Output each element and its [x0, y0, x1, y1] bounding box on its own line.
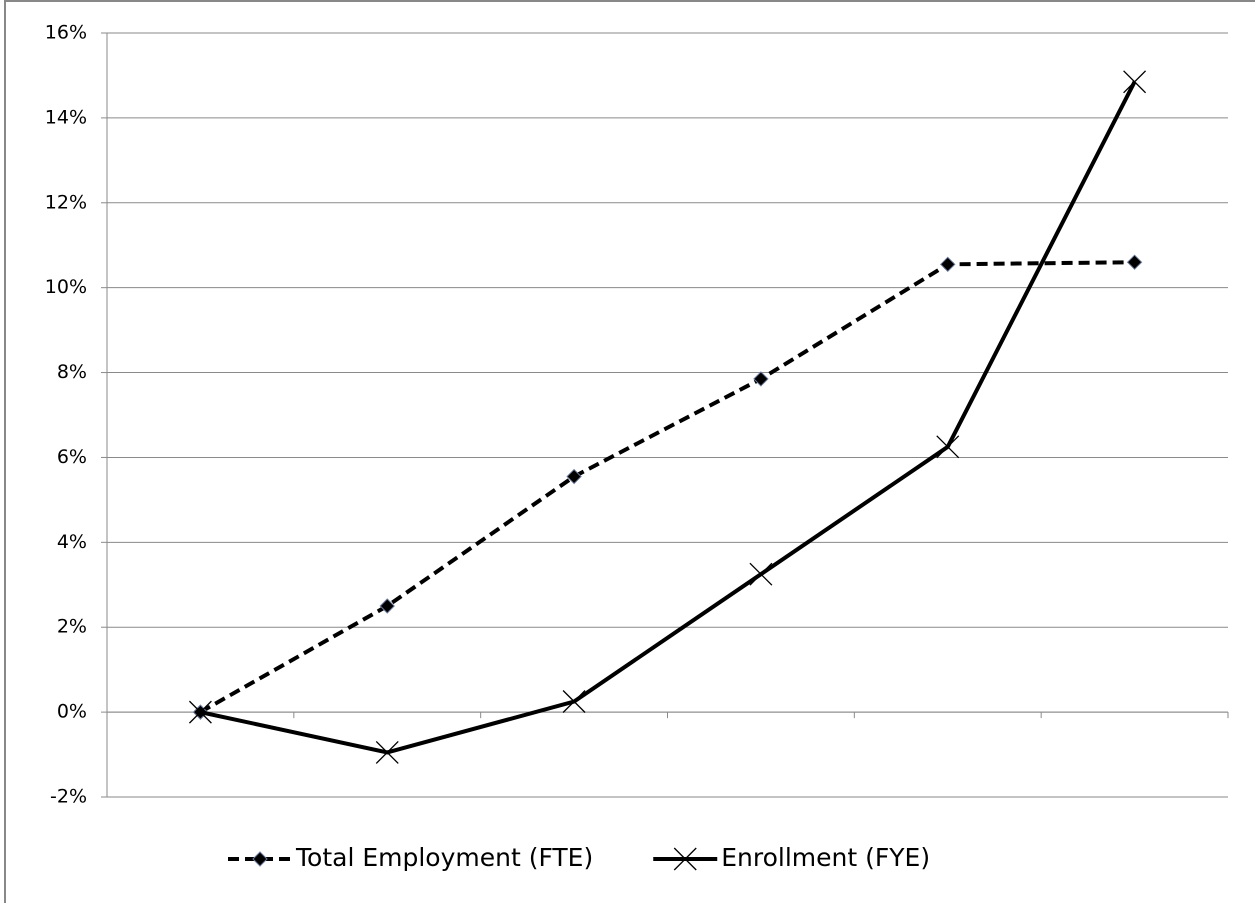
y-tick-label: 16% — [45, 22, 87, 44]
chart-frame — [4, 0, 1255, 903]
data-point — [566, 468, 582, 485]
data-point — [375, 740, 399, 764]
legend-marker — [252, 851, 268, 867]
y-tick-label: 2% — [57, 616, 87, 638]
series-line — [199, 80, 1137, 755]
data-point — [1123, 70, 1147, 94]
y-tick-label: 6% — [57, 446, 87, 468]
legend-label: Total Employment (FTE) — [295, 843, 593, 872]
data-point — [188, 700, 212, 724]
legend-marker — [673, 847, 697, 871]
y-tick-label: 12% — [45, 191, 87, 213]
data-point — [1126, 254, 1143, 270]
y-tick-label: 14% — [45, 106, 87, 128]
y-tick-label: 10% — [45, 276, 87, 298]
series-line — [199, 260, 1135, 714]
data-point — [940, 256, 956, 273]
y-tick-label: 0% — [57, 701, 87, 723]
y-tick-label: 4% — [57, 531, 87, 553]
data-point — [749, 562, 773, 586]
data-point — [936, 435, 960, 459]
data-point — [753, 371, 769, 387]
data-point — [379, 598, 395, 614]
y-tick-label: 8% — [57, 361, 87, 383]
y-tick-label: -2% — [50, 786, 87, 808]
data-point — [562, 690, 586, 713]
legend-label: Enrollment (FYE) — [721, 843, 930, 872]
